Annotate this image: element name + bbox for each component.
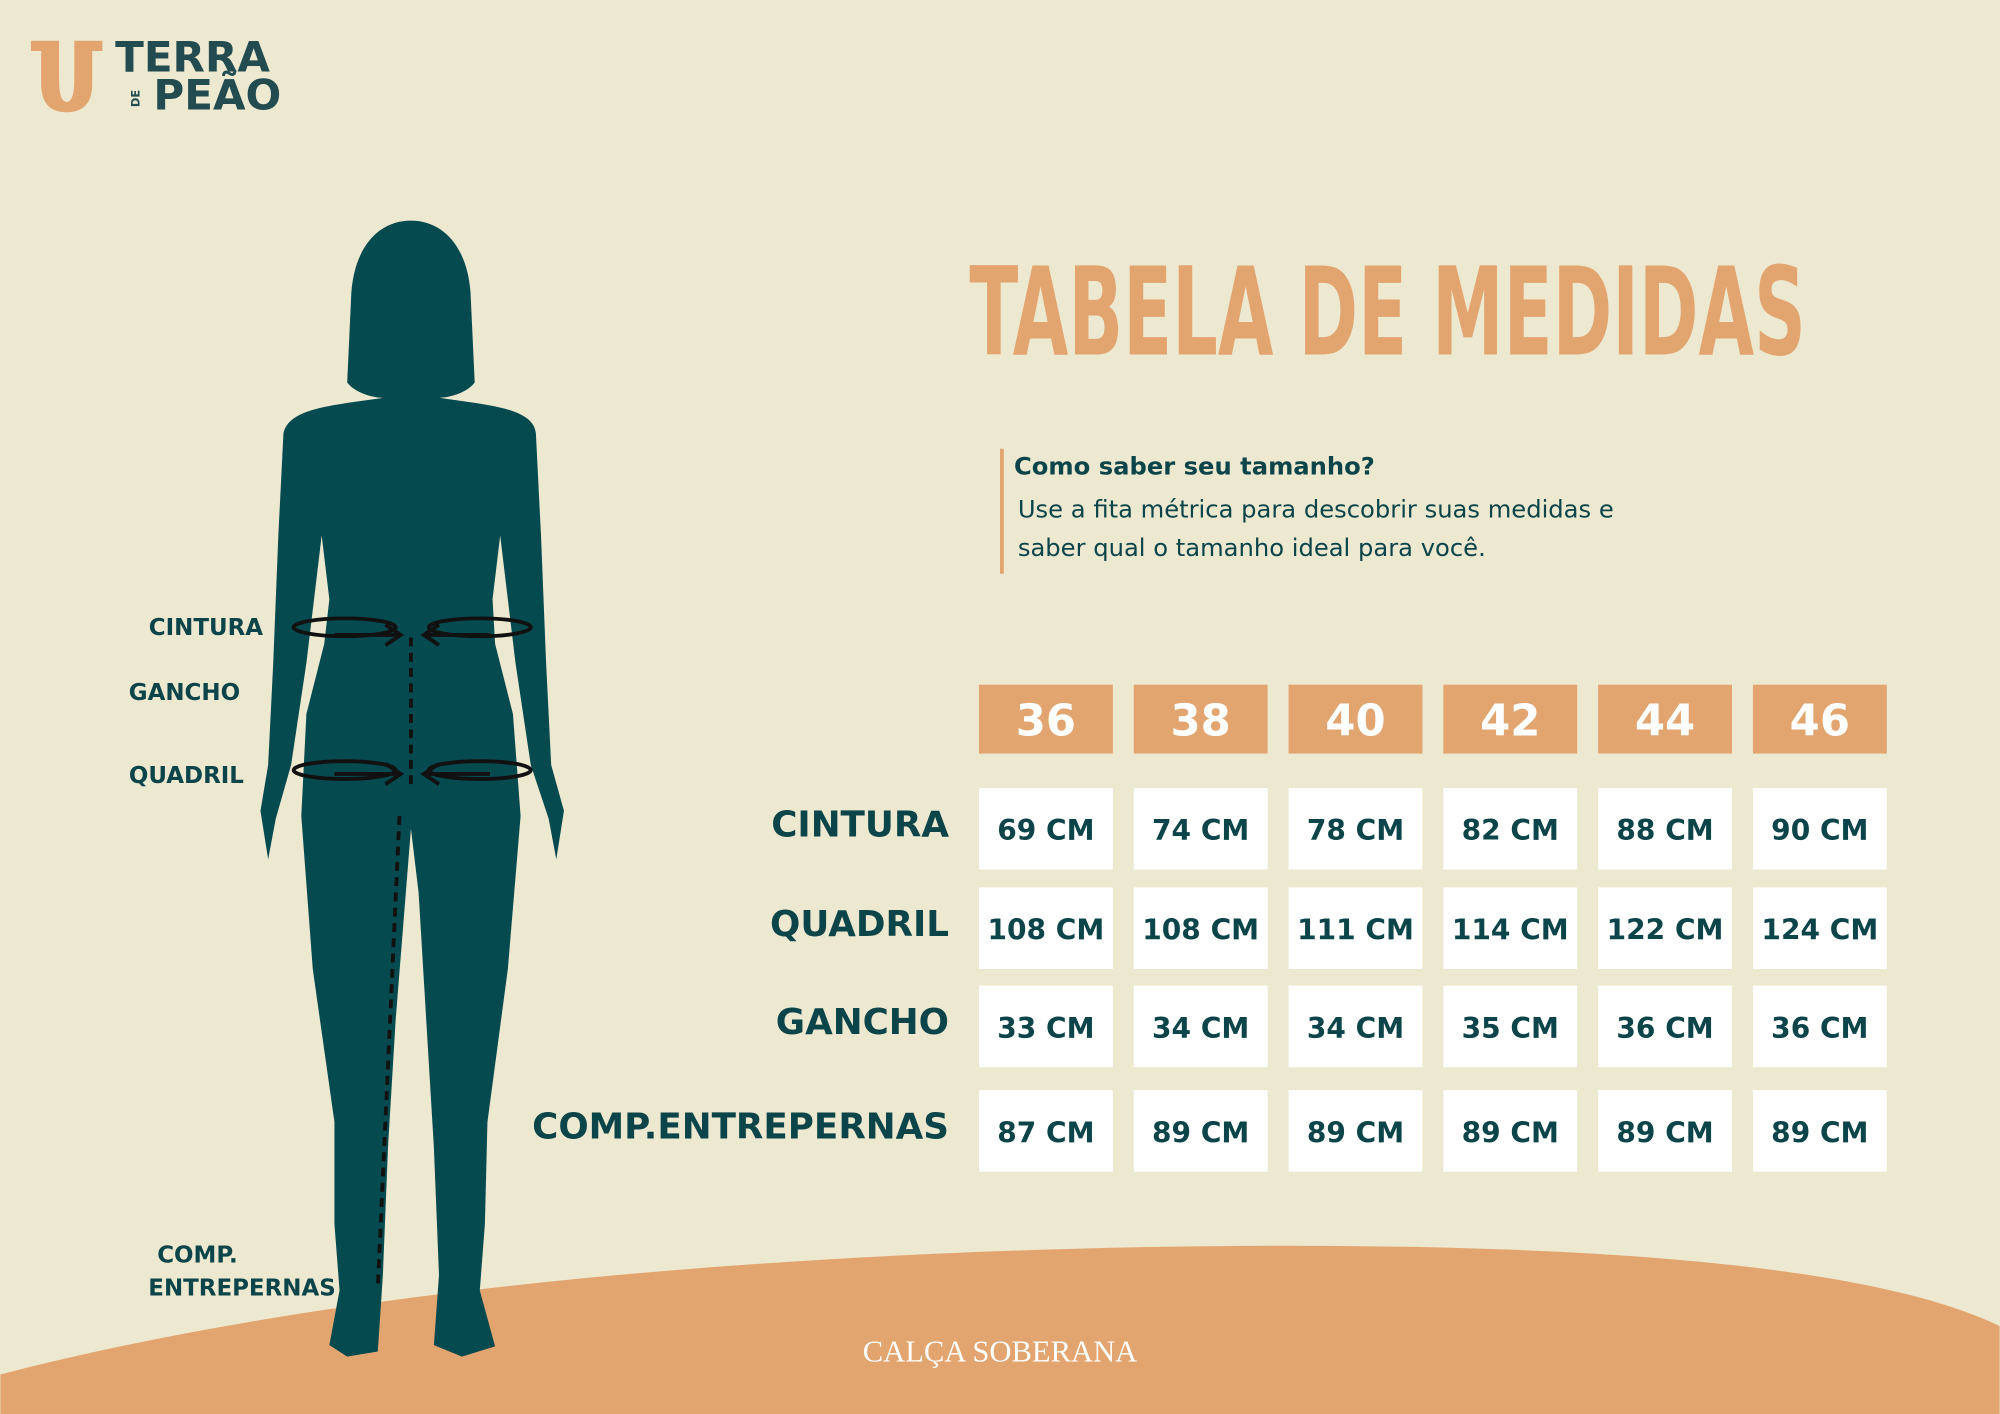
value-cell [978,787,1113,870]
value: 108 CM [987,914,1104,947]
value-cell [1752,985,1887,1068]
hip-arrows [334,762,490,786]
value-cell [1598,985,1732,1068]
body [260,220,564,1357]
size-header: 40 [1325,697,1385,747]
row-label: COMP.ENTREPERNAS [532,1107,949,1148]
measure-marks [291,616,533,1288]
size-header: 42 [1480,697,1540,747]
value-cell [1133,787,1268,870]
value: 36 CM [1771,1012,1868,1045]
size-header: 36 [1016,697,1076,747]
value-cell [1133,1090,1268,1172]
value-cell [1288,787,1423,870]
value-cell [978,1090,1113,1172]
value: 124 CM [1761,914,1878,947]
value: 108 CM [1142,914,1259,947]
value: 69 CM [997,814,1094,847]
size-header-cell [1598,684,1732,754]
value: 34 CM [1152,1012,1249,1045]
size-header-cell [1443,684,1578,754]
value-cell [1752,887,1887,970]
value-cell [1598,887,1732,970]
figure-label: GANCHO [129,680,240,706]
tip-line: saber qual o tamanho ideal para você. [1018,534,1486,562]
size-header-cell [1752,684,1887,754]
value: 88 CM [1616,814,1713,847]
size-header-cell [978,684,1113,754]
value: 114 CM [1452,914,1569,947]
value-cell [1598,1090,1732,1172]
value: 89 CM [1771,1116,1868,1149]
figure-label: CINTURA [149,615,263,641]
row-label: GANCHO [776,1002,949,1043]
value-cell [1288,985,1423,1068]
row-label: QUADRIL [770,904,949,945]
figure-label: ENTREPERNAS [148,1275,335,1301]
tip-heading: Como saber seu tamanho? [1014,452,1375,480]
figure-label: QUADRIL [129,763,244,789]
value-cell [1443,985,1578,1068]
size-header: 38 [1171,697,1231,747]
size-header: 46 [1790,697,1850,747]
silhouette [260,220,564,1357]
figure-label: COMP. [157,1242,237,1268]
waist-arrows [334,623,490,647]
size-header: 44 [1635,697,1695,747]
value: 90 CM [1771,814,1868,847]
logo-middle: DE [128,90,142,107]
logo-icon [30,40,103,113]
value: 89 CM [1616,1116,1713,1149]
value-cell [1133,887,1268,970]
value-cell [1598,787,1732,870]
value-cell [1752,1090,1887,1172]
inseam-line [375,815,402,1288]
value: 122 CM [1607,914,1724,947]
value-cell [1133,985,1268,1068]
tip-bar [1000,448,1004,574]
value: 111 CM [1297,914,1414,947]
value: 78 CM [1307,814,1404,847]
value: 87 CM [997,1116,1094,1149]
value: 89 CM [1307,1116,1404,1149]
value: 82 CM [1462,814,1559,847]
size-header-cell [1288,684,1423,754]
logo: TERRA DE PEÃO [30,32,281,120]
value-cell [1443,1090,1578,1172]
row-label: CINTURA [771,804,949,845]
value: 89 CM [1152,1116,1249,1149]
value: 33 CM [997,1012,1094,1045]
ground [0,1245,2000,1414]
logo-bottom: PEÃO [153,70,281,120]
value-cell [1443,887,1578,970]
logo-top: TERRA [115,32,270,81]
value-cell [1288,887,1423,970]
value: 89 CM [1462,1116,1559,1149]
value: 34 CM [1307,1012,1404,1045]
value: 74 CM [1152,814,1249,847]
value-cell [1443,787,1578,870]
value-cell [1288,1090,1423,1172]
value: 35 CM [1462,1012,1559,1045]
value-cell [978,887,1113,970]
value-cell [1752,787,1887,870]
title: TABELA DE MEDIDAS [969,240,1805,383]
value-cell [978,985,1113,1068]
size-header-cell [1133,684,1268,754]
value: 36 CM [1616,1012,1713,1045]
footer: CALÇA SOBERANA [863,1335,1138,1369]
tip-line: Use a fita métrica para descobrir suas m… [1018,496,1614,524]
